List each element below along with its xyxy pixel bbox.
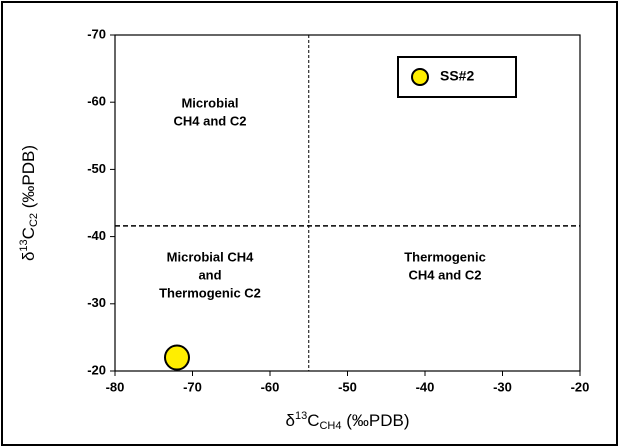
y-axis-label: δ13CC2 (‰PDB) — [18, 145, 40, 261]
legend-label: SS#2 — [440, 68, 474, 84]
axis-label-part: δ — [19, 252, 38, 261]
x-tick-label: -80 — [106, 379, 125, 394]
x-tick-label: -40 — [416, 379, 435, 394]
axis-label-part: CH4 — [319, 420, 341, 432]
axis-label-part: 13 — [18, 239, 30, 251]
annotation: Microbial CH4 — [167, 249, 254, 264]
axis-label-part: (‰PDB) — [19, 145, 38, 213]
y-tick-label: -70 — [87, 26, 106, 41]
axis-label-part: C — [19, 227, 38, 239]
x-tick-label: -70 — [183, 379, 202, 394]
axis-label-part: δ — [285, 411, 294, 430]
annotation: CH4 and C2 — [174, 113, 247, 128]
x-tick-label: -60 — [261, 379, 280, 394]
data-point — [164, 344, 190, 371]
x-tick-label: -50 — [338, 379, 357, 394]
y-tick-label: -40 — [87, 228, 106, 243]
axis-label-part: (‰PDB) — [342, 411, 410, 430]
y-tick-label: -30 — [87, 295, 106, 310]
x-axis-label: δ13CCH4 (‰PDB) — [285, 410, 409, 432]
annotation: Microbial — [181, 95, 238, 110]
axis-label-part: 13 — [295, 410, 307, 422]
annotation: Thermogenic — [404, 249, 486, 264]
legend-marker — [411, 68, 429, 86]
axis-label-part: C2 — [28, 213, 40, 227]
x-tick-label: -30 — [493, 379, 512, 394]
y-tick-label: -60 — [87, 94, 106, 109]
axis-label-part: C — [307, 411, 319, 430]
x-tick-label: -20 — [571, 379, 590, 394]
y-tick-label: -20 — [87, 362, 106, 377]
annotation: Thermogenic C2 — [159, 285, 261, 300]
annotation: CH4 and C2 — [409, 267, 482, 282]
annotation: and — [198, 267, 221, 282]
y-tick-label: -50 — [87, 161, 106, 176]
